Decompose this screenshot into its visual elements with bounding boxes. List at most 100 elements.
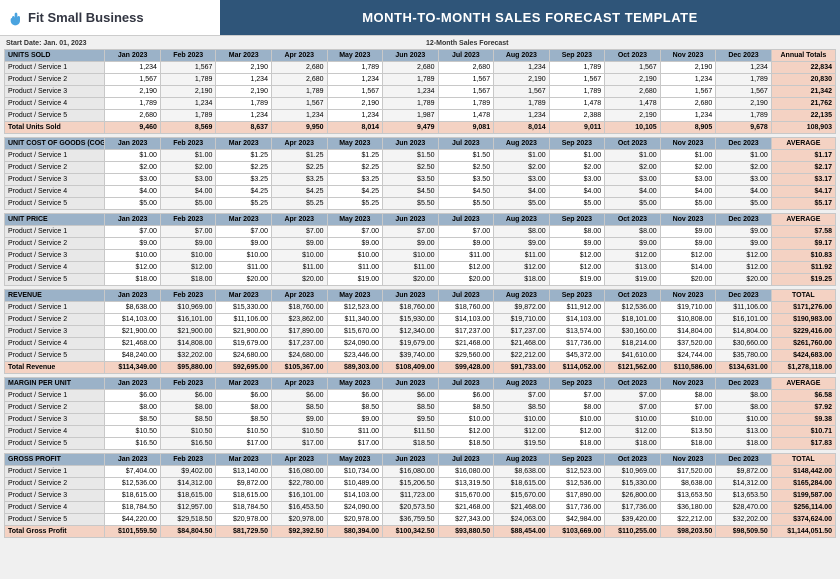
month-header: Oct 2023: [605, 214, 661, 226]
cell: 1,789: [383, 98, 439, 110]
cell: 1,789: [105, 98, 161, 110]
table-row: Product / Service 5$44,220.00$29,518.50$…: [5, 514, 836, 526]
cell: $14,808.00: [160, 338, 216, 350]
cell: 1,234: [271, 110, 327, 122]
total-row: Total Units Sold9,4608,5698,6379,9508,01…: [5, 122, 836, 134]
cell: $2.50: [383, 162, 439, 174]
cell: $10,734.00: [327, 466, 383, 478]
total-row: Total Gross Profit$101,559.50$84,804.50$…: [5, 526, 836, 538]
cell: $5.50: [438, 198, 494, 210]
cell: $10.00: [383, 250, 439, 262]
cell: $3.50: [438, 174, 494, 186]
cell: $8.50: [327, 402, 383, 414]
cell: $14.00: [660, 262, 716, 274]
start-date: Start Date: Jan. 01, 2023: [6, 40, 426, 47]
month-header: Feb 2023: [160, 290, 216, 302]
row-label: Product / Service 3: [5, 326, 105, 338]
cell: $29,560.00: [438, 350, 494, 362]
month-header: May 2023: [327, 138, 383, 150]
cell: $18,615.00: [494, 478, 550, 490]
section-name: UNIT PRICE: [5, 214, 105, 226]
cell: $99,428.00: [438, 362, 494, 374]
month-header: Jun 2023: [383, 214, 439, 226]
cell: 9,479: [383, 122, 439, 134]
cell: $12,340.00: [383, 326, 439, 338]
cell: $1.00: [105, 150, 161, 162]
month-header: Sep 2023: [549, 290, 605, 302]
cell: $36,759.50: [383, 514, 439, 526]
cell: 2,190: [327, 98, 383, 110]
cell: $9.00: [327, 414, 383, 426]
cell: $10.00: [494, 414, 550, 426]
cell: $11,106.00: [716, 302, 772, 314]
total-row: Total Revenue$114,349.00$95,880.00$92,69…: [5, 362, 836, 374]
cell: $5.00: [605, 198, 661, 210]
month-header: Feb 2023: [160, 138, 216, 150]
cell: $12,536.00: [549, 478, 605, 490]
cell: 1,567: [438, 86, 494, 98]
cell: 2,190: [605, 74, 661, 86]
cell: 9,678: [716, 122, 772, 134]
cell: $20.00: [271, 274, 327, 286]
cell: $84,804.50: [160, 526, 216, 538]
cell: $2.00: [549, 162, 605, 174]
cell: 1,789: [383, 74, 439, 86]
row-label: Product / Service 2: [5, 162, 105, 174]
month-header: Nov 2023: [660, 50, 716, 62]
cell: $8.00: [494, 226, 550, 238]
cell: $14,312.00: [716, 478, 772, 490]
cell: $9.00: [383, 238, 439, 250]
row-label: Product / Service 3: [5, 250, 105, 262]
cell: $5.25: [271, 198, 327, 210]
cell: $11,912.00: [549, 302, 605, 314]
month-header: May 2023: [327, 378, 383, 390]
cell: $2.00: [494, 162, 550, 174]
cell: $8.00: [549, 402, 605, 414]
cell: $24,063.00: [494, 514, 550, 526]
cell: 1,789: [327, 62, 383, 74]
total-header: AVERAGE: [771, 214, 835, 226]
table-row: Product / Service 3$18,615.00$18,615.00$…: [5, 490, 836, 502]
table-row: Product / Service 2$14,103.00$16,101.00$…: [5, 314, 836, 326]
cell: $20.00: [383, 274, 439, 286]
cell: 1,234: [216, 74, 272, 86]
cell: $3.00: [660, 174, 716, 186]
row-total: $424,683.00: [771, 350, 835, 362]
cell: $9.00: [271, 414, 327, 426]
cell: 2,190: [105, 86, 161, 98]
section-name: REVENUE: [5, 290, 105, 302]
cell: $93,880.50: [438, 526, 494, 538]
cell: $9.00: [160, 238, 216, 250]
cell: 1,987: [383, 110, 439, 122]
total-header: AVERAGE: [771, 138, 835, 150]
cell: $2.00: [660, 162, 716, 174]
month-header: Nov 2023: [660, 290, 716, 302]
row-label: Product / Service 2: [5, 402, 105, 414]
cell: $98,509.50: [716, 526, 772, 538]
cell: 8,905: [660, 122, 716, 134]
cell: 1,234: [660, 74, 716, 86]
cell: $5.00: [160, 198, 216, 210]
cell: $22,212.00: [660, 514, 716, 526]
cell: 9,950: [271, 122, 327, 134]
cell: 1,234: [105, 62, 161, 74]
cell: $19.50: [494, 438, 550, 450]
cell: $24,090.00: [327, 502, 383, 514]
cell: $6.00: [327, 390, 383, 402]
row-label: Product / Service 5: [5, 198, 105, 210]
cell: 9,460: [105, 122, 161, 134]
total-row-label: Total Units Sold: [5, 122, 105, 134]
month-header: Aug 2023: [494, 138, 550, 150]
month-header: Jul 2023: [438, 454, 494, 466]
month-header: Jun 2023: [383, 378, 439, 390]
cell: $2.25: [271, 162, 327, 174]
cell: $16,101.00: [716, 314, 772, 326]
cell: $2.25: [327, 162, 383, 174]
month-header: Aug 2023: [494, 290, 550, 302]
cell: $8,638.00: [105, 302, 161, 314]
cell: $10,489.00: [327, 478, 383, 490]
cell: $15,330.00: [605, 478, 661, 490]
cell: $6.00: [105, 390, 161, 402]
cell: $8.00: [605, 226, 661, 238]
cell: $7.00: [605, 402, 661, 414]
